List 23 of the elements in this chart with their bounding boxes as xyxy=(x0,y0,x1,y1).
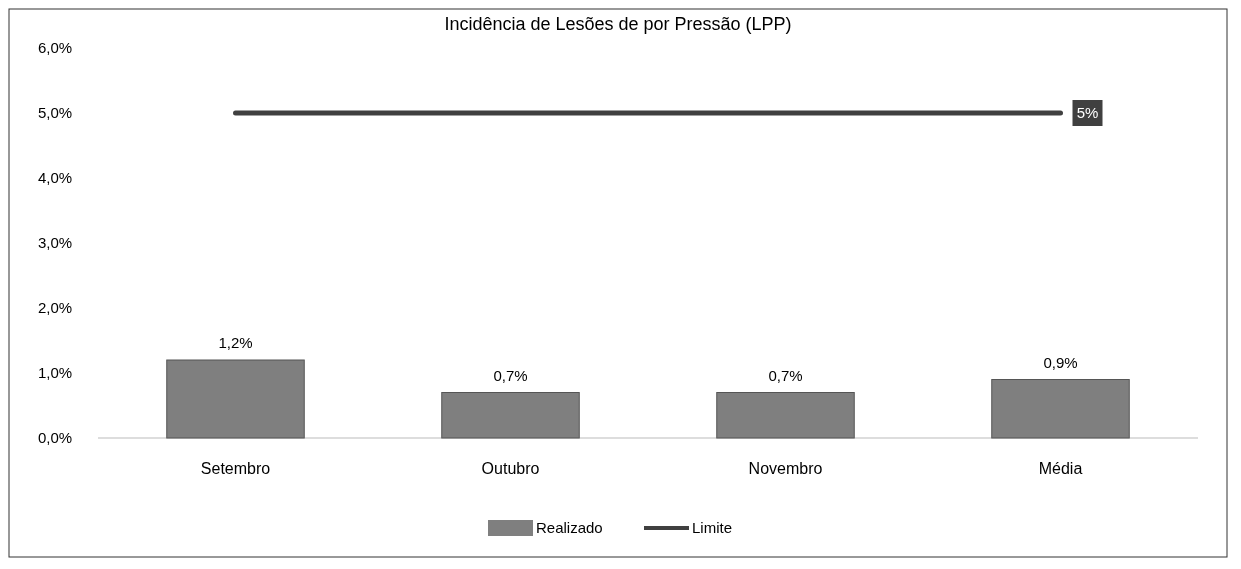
y-tick-label: 3,0% xyxy=(38,234,73,251)
y-tick-label: 0,0% xyxy=(38,429,73,446)
data-label: 1,2% xyxy=(218,334,253,351)
y-tick-label: 1,0% xyxy=(38,364,73,381)
x-tick-label: Média xyxy=(1038,460,1083,477)
bar xyxy=(441,392,580,439)
chart-title: Incidência de Lesões de por Pressão (LPP) xyxy=(444,14,792,34)
x-tick-label: Setembro xyxy=(200,460,271,477)
data-label: 0,7% xyxy=(768,366,803,384)
legend-label: Realizado xyxy=(536,519,603,536)
bar xyxy=(166,359,305,439)
x-tick-label: Outubro xyxy=(481,460,540,477)
data-label: 0,9% xyxy=(1043,353,1078,371)
bar xyxy=(716,392,855,439)
y-tick-label: 6,0% xyxy=(38,39,73,56)
data-label: 0,7% xyxy=(493,366,528,384)
data-label: 5% xyxy=(1076,104,1099,121)
y-tick-label: 2,0% xyxy=(38,299,73,316)
legend-label: Limite xyxy=(692,519,733,536)
x-tick-label: Novembro xyxy=(748,460,823,477)
bar xyxy=(991,379,1130,439)
y-tick-label: 5,0% xyxy=(38,104,73,121)
y-tick-label: 4,0% xyxy=(38,169,73,186)
